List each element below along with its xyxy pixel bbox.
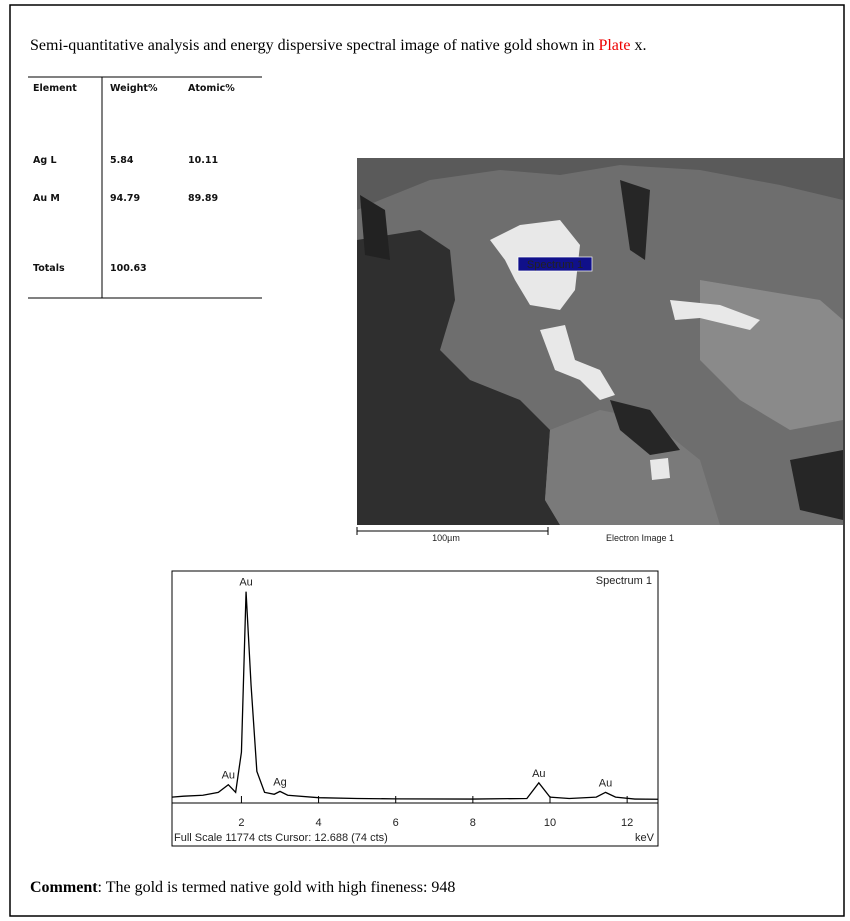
- chart-footer: Full Scale 11774 cts Cursor: 12.688 (74 …: [174, 832, 388, 844]
- x-tick-label: 12: [621, 817, 633, 829]
- table-cell: Au M: [33, 193, 60, 204]
- table-cell: 94.79: [110, 193, 140, 204]
- x-tick-label: 2: [238, 817, 244, 829]
- spectrum-chart: Spectrum 1 keV Full Scale 11774 cts Curs…: [172, 571, 658, 846]
- comment: Comment: The gold is termed native gold …: [30, 879, 455, 896]
- caption: Semi-quantitative analysis and energy di…: [30, 37, 646, 54]
- table-cell: 89.89: [188, 193, 218, 204]
- peak-label: Au: [532, 768, 545, 780]
- table-cell: Ag L: [33, 155, 57, 166]
- image-caption: Electron Image 1: [606, 533, 674, 543]
- table-cell: 10.11: [188, 155, 218, 166]
- x-axis-label: keV: [635, 832, 655, 844]
- x-tick-label: 8: [470, 817, 476, 829]
- chart-title: Spectrum 1: [596, 575, 652, 587]
- plate-link[interactable]: Plate: [598, 37, 630, 54]
- page: Semi-quantitative analysis and energy di…: [0, 0, 850, 921]
- caption-tail: x.: [630, 37, 646, 54]
- table-header: Weight%: [110, 83, 158, 94]
- x-tick-label: 6: [393, 817, 399, 829]
- sem-gold: [650, 458, 670, 480]
- peak-label: Au: [222, 770, 235, 782]
- spectrum-label: Spectrum 1: [527, 259, 583, 271]
- scale-bar-label: 100µm: [432, 533, 460, 543]
- table-cell: 100.63: [110, 263, 147, 274]
- x-tick-label: 4: [316, 817, 322, 829]
- comment-text: : The gold is termed native gold with hi…: [98, 879, 456, 896]
- comment-label: Comment: [30, 879, 98, 896]
- sem-image: Spectrum 1 100µm Electron Image 1: [357, 158, 843, 543]
- caption-text: Semi-quantitative analysis and energy di…: [30, 37, 598, 54]
- x-tick-label: 10: [544, 817, 556, 829]
- table-header: Atomic%: [188, 83, 235, 94]
- peak-label: Ag: [273, 776, 286, 788]
- peak-label: Au: [239, 577, 252, 589]
- table-header: Element: [33, 83, 77, 94]
- peak-label: Au: [599, 777, 612, 789]
- table-cell: Totals: [33, 263, 65, 274]
- table-cell: 5.84: [110, 155, 134, 166]
